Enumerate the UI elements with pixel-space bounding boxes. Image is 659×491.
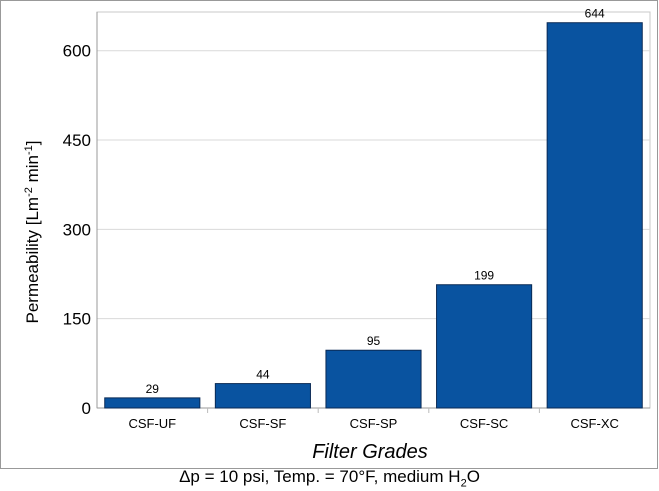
bar <box>436 284 533 409</box>
x-tick-label: CSF-SC <box>460 416 508 431</box>
tick-labels: 0 150 300 450 600 CSF-UF CSF-SF CSF-SP CSF-SC CSF… <box>63 42 619 431</box>
chart-caption: Δp = 10 psi, Temp. = 70°F, medium H2O <box>179 467 480 490</box>
x-axis-label: Filter Grades <box>312 441 428 463</box>
x-tick-label: CSF-XC <box>571 416 619 431</box>
data-label: 44 <box>256 368 270 382</box>
data-label: 199 <box>474 269 494 283</box>
y-axis-label: Permeability [Lm-2 min-1] <box>23 140 42 323</box>
data-labels: 29 44 95 199 644 <box>146 7 605 396</box>
y-tick-label: 450 <box>63 131 91 150</box>
data-label: 644 <box>585 7 605 21</box>
chart-frame <box>0 0 658 469</box>
x-tick-label: CSF-SF <box>239 416 286 431</box>
x-tick-label: CSF-UF <box>128 416 176 431</box>
bar <box>546 22 643 409</box>
y-tick-label: 300 <box>63 220 91 239</box>
bar <box>104 397 201 409</box>
bar <box>214 383 311 409</box>
y-tick-label: 0 <box>82 399 91 418</box>
x-tick-label: CSF-SP <box>350 416 398 431</box>
bar-chart: 0 150 300 450 600 CSF-UF CSF-SF CSF-SP CSF-SC CSF… <box>23 7 651 463</box>
y-tick-label: 600 <box>63 42 91 61</box>
bars <box>104 22 643 409</box>
bar <box>325 349 422 409</box>
data-label: 95 <box>367 334 381 348</box>
data-label: 29 <box>146 382 160 396</box>
y-tick-label: 150 <box>63 310 91 329</box>
